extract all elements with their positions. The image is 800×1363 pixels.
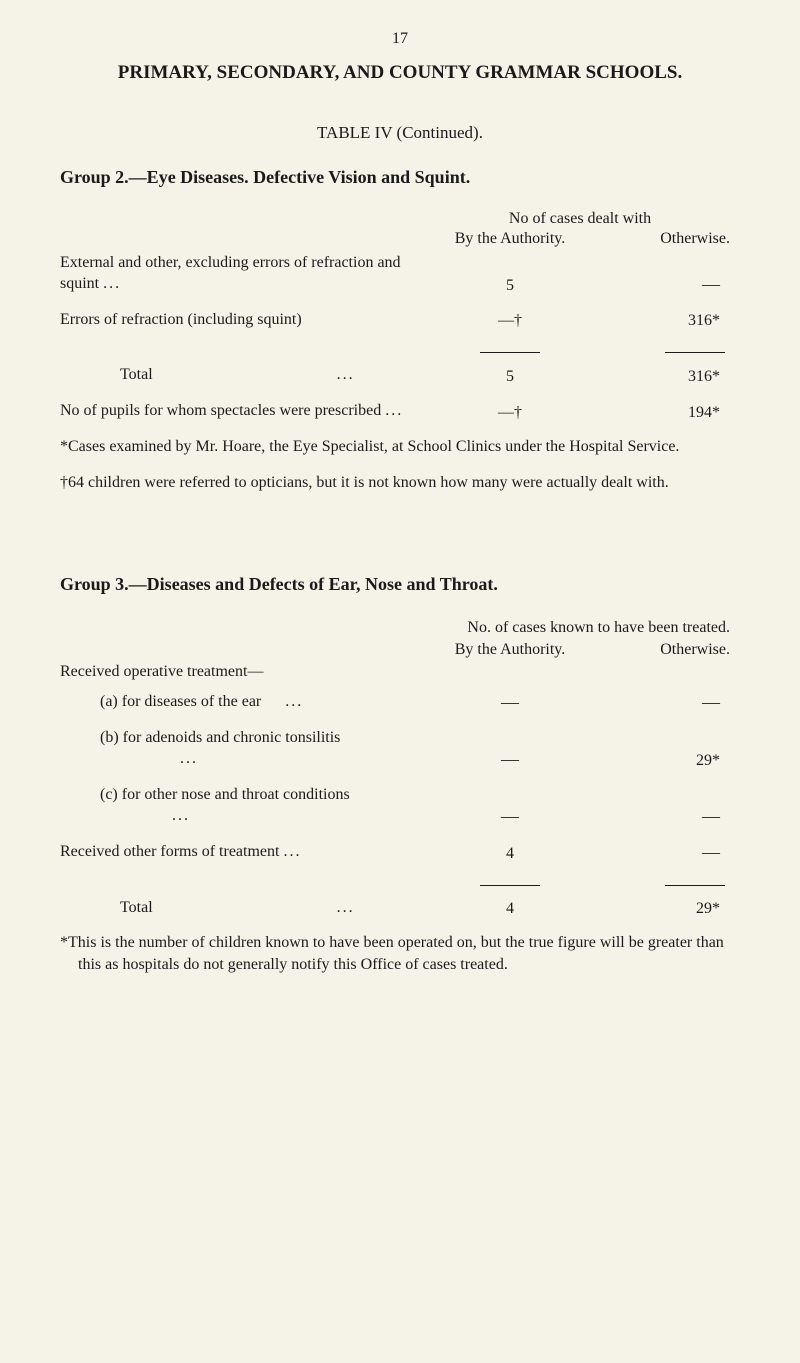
page-number: 17 xyxy=(60,30,740,48)
table-row: Received other forms of treatment ... 4 … xyxy=(60,841,740,863)
footnote-operated: *This is the number of children known to… xyxy=(60,932,740,977)
table-row: (c) for other nose and throat conditions… xyxy=(60,784,740,827)
row-label: (a) for diseases of the ear ... xyxy=(60,691,420,713)
row-other: — xyxy=(600,842,740,863)
total-row: Total ... 5 316* xyxy=(60,364,740,386)
footnote-cases: *Cases examined by Mr. Hoare, the Eye Sp… xyxy=(60,436,740,458)
row-label: External and other, excluding errors of … xyxy=(60,252,420,295)
received-operative-label: Received operative treatment— xyxy=(60,663,740,681)
table-label: TABLE IV (Continued). xyxy=(60,123,740,143)
total-label: Total ... xyxy=(60,364,420,386)
table-row: No of pupils for whom spectacles were pr… xyxy=(60,400,740,422)
total-row: Total ... 4 29* xyxy=(60,897,740,919)
row-label: (c) for other nose and throat conditions… xyxy=(60,784,420,827)
table-row: (b) for adenoids and chronic tonsilitis … xyxy=(60,727,740,770)
main-heading: PRIMARY, SECONDARY, AND COUNTY GRAMMAR S… xyxy=(60,60,740,87)
row-label: Errors of refraction (including squint) xyxy=(60,309,420,331)
rule-row xyxy=(60,873,740,891)
total-label: Total ... xyxy=(60,897,420,919)
col-authority: By the Authority. xyxy=(420,641,600,659)
row-other: — xyxy=(600,806,740,827)
footnote-children: †64 children were referred to opticians,… xyxy=(60,472,740,494)
col-authority: By the Authority. xyxy=(420,230,600,248)
group2-heading: Group 2.—Eye Diseases. Defective Vision … xyxy=(60,167,740,188)
group3-header-top: No. of cases known to have been treated. xyxy=(60,617,740,639)
row-auth: — xyxy=(420,749,600,770)
group3-heading: Group 3.—Diseases and Defects of Ear, No… xyxy=(60,574,740,595)
total-auth: 4 xyxy=(420,900,600,918)
col-otherwise: Otherwise. xyxy=(600,230,740,248)
row-label: (b) for adenoids and chronic tonsilitis … xyxy=(60,727,420,770)
table-row: External and other, excluding errors of … xyxy=(60,252,740,295)
row-auth: — xyxy=(420,806,600,827)
row-auth: 5 xyxy=(420,277,600,295)
row-other: 194* xyxy=(600,404,740,422)
row-other: 316* xyxy=(600,312,740,330)
total-other: 316* xyxy=(600,368,740,386)
total-other: 29* xyxy=(600,900,740,918)
group2-header-top: No of cases dealt with xyxy=(60,210,740,228)
row-auth: —† xyxy=(420,404,600,422)
row-other: — xyxy=(600,692,740,713)
header-top-text: No of cases dealt with xyxy=(420,210,740,228)
row-label: No of pupils for whom spectacles were pr… xyxy=(60,400,420,422)
total-auth: 5 xyxy=(420,368,600,386)
row-label: Received other forms of treatment ... xyxy=(60,841,420,863)
table-row: Errors of refraction (including squint) … xyxy=(60,309,740,331)
row-auth: 4 xyxy=(420,845,600,863)
row-other: 29* xyxy=(600,752,740,770)
header-top-text: No. of cases known to have been treated. xyxy=(420,617,740,639)
row-auth: —† xyxy=(420,312,600,330)
row-other: — xyxy=(600,274,740,295)
group2-column-headers: By the Authority. Otherwise. xyxy=(60,230,740,248)
rule-row xyxy=(60,340,740,358)
table-row: (a) for diseases of the ear ... — — xyxy=(60,691,740,713)
col-otherwise: Otherwise. xyxy=(600,641,740,659)
group3-column-headers: By the Authority. Otherwise. xyxy=(60,641,740,659)
row-auth: — xyxy=(420,692,600,713)
